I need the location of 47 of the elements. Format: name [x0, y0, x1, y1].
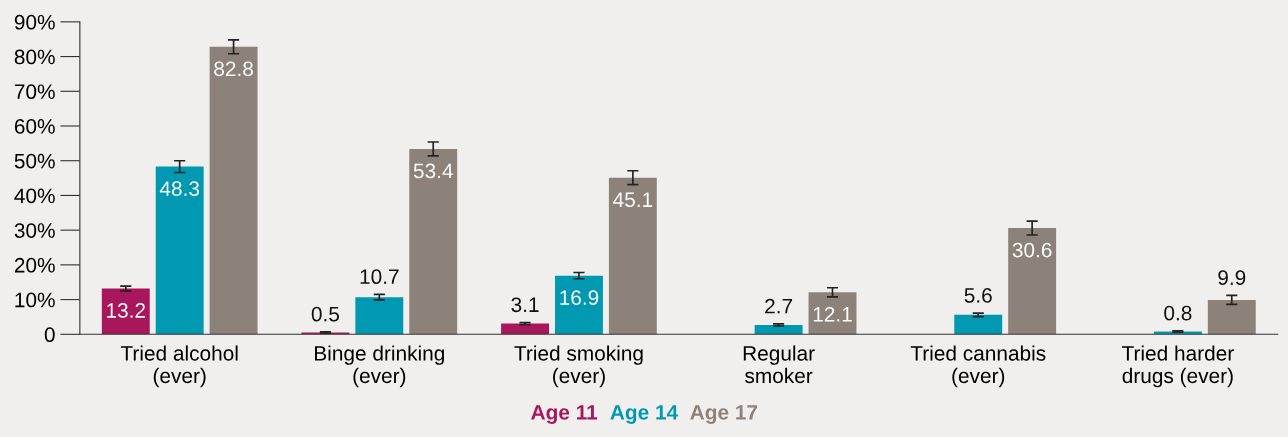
data-label: 48.3: [159, 181, 200, 196]
y-tick-label: 0: [44, 327, 55, 343]
bar: [501, 323, 550, 335]
data-label: 45.1: [613, 192, 653, 208]
bar: [1207, 299, 1256, 335]
x-tick-label: Tried cannabis (ever): [910, 345, 1046, 388]
bar: [209, 46, 258, 335]
y-tick-label: 20%: [14, 257, 55, 273]
text: Age 17: [690, 405, 758, 424]
data-label: 30.6: [1012, 242, 1052, 258]
x-tick-label: Tried smoking (ever): [514, 345, 643, 388]
data-label: 5.6: [964, 288, 992, 303]
text: Age 11: [531, 405, 598, 424]
y-tick-label: 70%: [14, 84, 55, 100]
data-label: 0.8: [1164, 305, 1192, 321]
bar: [355, 297, 404, 335]
y-tick-label: 50%: [14, 153, 55, 169]
data-label: 3.1: [511, 297, 539, 313]
data-label: 0.5: [311, 306, 340, 322]
bar: [608, 177, 657, 335]
y-tick-label: 30%: [14, 223, 55, 238]
y-tick-label: 80%: [14, 49, 55, 65]
data-label: 9.9: [1218, 270, 1246, 286]
bar: [409, 148, 458, 335]
data-label: 13.2: [107, 303, 145, 318]
bar: [808, 292, 857, 335]
data-label: 12.1: [813, 306, 852, 322]
x-tick-label: Binge drinking (ever): [315, 345, 444, 388]
y-tick-label: 90%: [14, 14, 55, 30]
bar: [954, 314, 1003, 335]
text: Age 14: [610, 405, 679, 424]
x-tick-label: Regular smoker: [743, 345, 815, 384]
bar: [555, 275, 603, 335]
data-label: 2.7: [765, 298, 793, 314]
y-tick-label: 10%: [15, 292, 55, 308]
x-tick-label: Tried harder drugs (ever): [1122, 345, 1234, 388]
y-tick-label: 60%: [14, 119, 55, 134]
data-label: 10.7: [360, 269, 399, 285]
bar: [155, 166, 204, 335]
bar: [754, 324, 803, 335]
bar: [101, 288, 150, 335]
x-tick-label: Tried alcohol (ever): [120, 345, 238, 388]
data-label: 82.8: [214, 61, 253, 77]
bar: [1008, 228, 1057, 335]
data-label: 16.9: [560, 290, 599, 305]
data-label: 53.4: [413, 163, 453, 179]
y-tick-label: 40%: [14, 188, 55, 204]
